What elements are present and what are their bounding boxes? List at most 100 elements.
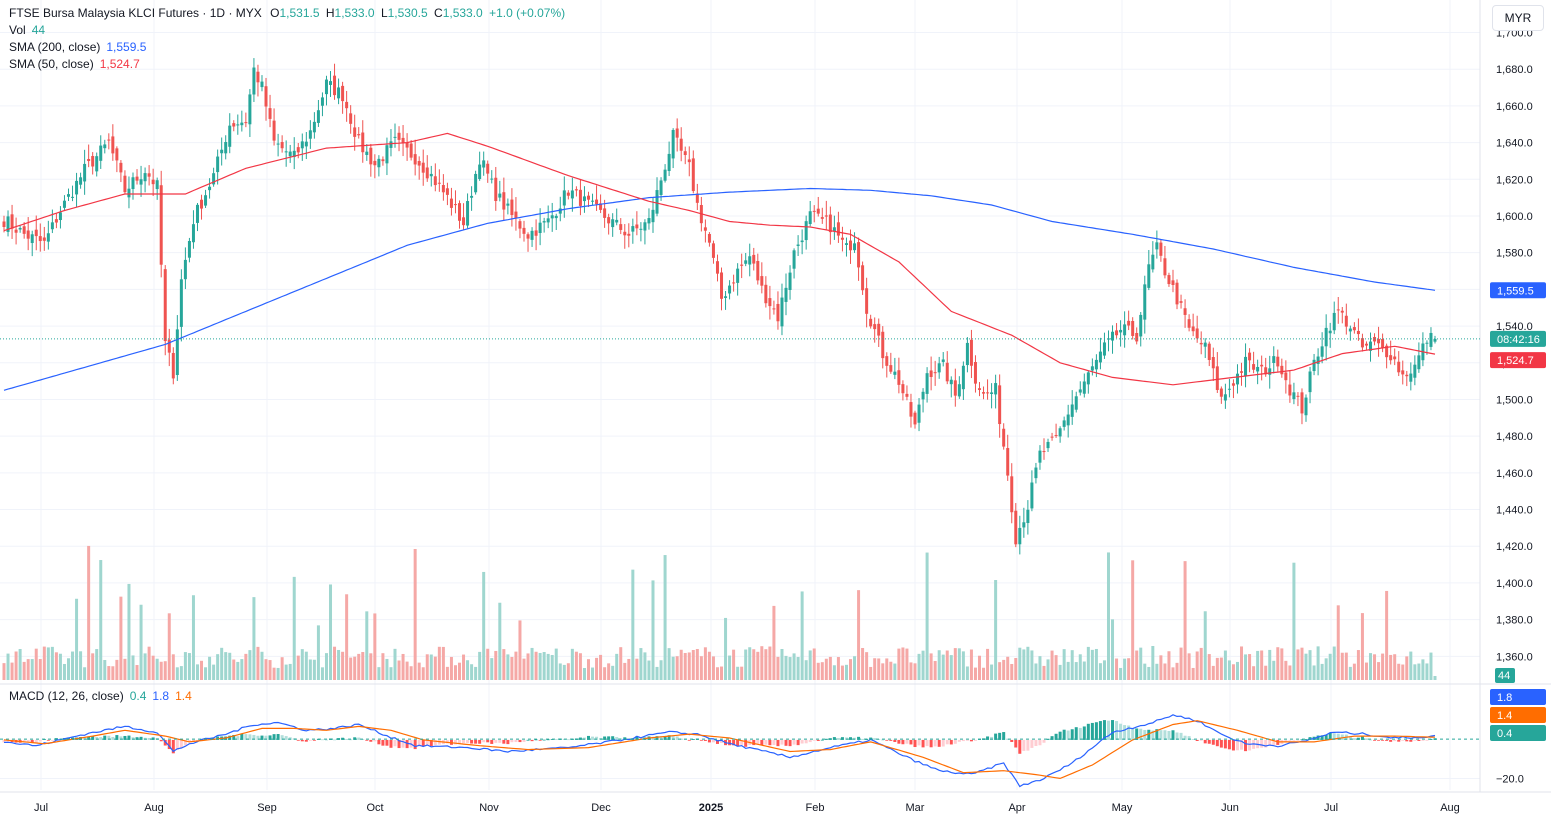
candle-body bbox=[861, 265, 865, 291]
volume-bar bbox=[248, 650, 252, 680]
volume-bar bbox=[853, 656, 857, 680]
currency-button[interactable]: MYR bbox=[1492, 5, 1544, 31]
volume-bar bbox=[788, 657, 792, 680]
volume-bar bbox=[724, 617, 728, 680]
candle-body bbox=[151, 179, 155, 185]
candle-body bbox=[1070, 404, 1074, 417]
candle-body bbox=[248, 94, 252, 125]
candle-body bbox=[643, 222, 647, 231]
sma50-legend[interactable]: SMA (50, close) 1,524.7 bbox=[9, 56, 140, 73]
candle-body bbox=[1284, 372, 1288, 381]
volume-bar bbox=[167, 613, 171, 680]
macd-hist-bar bbox=[264, 735, 268, 740]
candle-body bbox=[244, 122, 248, 124]
candle-body bbox=[631, 226, 635, 232]
volume-bar bbox=[1026, 646, 1030, 680]
volume-bar bbox=[1139, 647, 1143, 680]
macd-hist-bar bbox=[1393, 739, 1397, 742]
volume-bar bbox=[534, 651, 538, 680]
candle-body bbox=[901, 384, 905, 394]
candle-body bbox=[220, 149, 224, 154]
volume-bar bbox=[574, 651, 578, 680]
sma50-legend-label: SMA (50, close) bbox=[9, 57, 94, 71]
interval-label[interactable]: 1D bbox=[209, 6, 226, 20]
candle-body bbox=[1119, 329, 1123, 333]
volume-bar bbox=[586, 659, 590, 680]
macd-hist-bar bbox=[965, 739, 969, 741]
macd-hist-bar bbox=[1066, 730, 1070, 740]
candle-body bbox=[990, 392, 994, 394]
volume-bar bbox=[1385, 590, 1389, 680]
volume-bar bbox=[75, 598, 79, 680]
candle-body bbox=[873, 324, 877, 330]
volume-bar bbox=[204, 667, 208, 680]
volume-bar bbox=[312, 659, 316, 680]
macd-hist-bar bbox=[764, 739, 768, 745]
macd-hist-bar bbox=[937, 739, 941, 747]
volume-bar bbox=[498, 602, 502, 680]
macd-hist-bar bbox=[1038, 739, 1042, 746]
volume-bar bbox=[1421, 659, 1425, 680]
candle-body bbox=[195, 204, 199, 223]
macd-hist-bar bbox=[99, 737, 103, 740]
candle-body bbox=[812, 210, 816, 212]
volume-bar bbox=[510, 656, 514, 680]
macd-hist-bar bbox=[530, 739, 534, 742]
candle-body bbox=[1312, 359, 1316, 372]
macd-hist-bar bbox=[147, 737, 151, 740]
macd-hist-bar bbox=[1373, 739, 1377, 741]
candle-body bbox=[877, 323, 881, 336]
volume-bar bbox=[1328, 653, 1332, 680]
volume-bar bbox=[1288, 665, 1292, 680]
macd-legend-label: MACD (12, 26, close) bbox=[9, 689, 124, 703]
candle-body bbox=[591, 200, 595, 202]
volume-bar bbox=[965, 666, 969, 680]
macd-hist-bar bbox=[482, 739, 486, 743]
candle-body bbox=[724, 296, 728, 298]
candle-body bbox=[574, 189, 578, 191]
volume-bar bbox=[707, 651, 711, 680]
price-tick-label: 1,660.0 bbox=[1496, 101, 1533, 113]
candle-body bbox=[1227, 388, 1231, 390]
time-tick-label: Apr bbox=[1008, 802, 1025, 814]
candle-body bbox=[913, 412, 917, 425]
candle-body bbox=[1102, 342, 1106, 356]
volume-bar bbox=[591, 667, 595, 680]
volume-bar bbox=[828, 656, 832, 680]
macd-hist-bar bbox=[941, 739, 945, 747]
volume-bars bbox=[2, 545, 1437, 680]
macd-hist-bar bbox=[873, 738, 877, 740]
candle-body bbox=[292, 150, 296, 158]
volume-bar bbox=[897, 648, 901, 680]
candle-body bbox=[115, 148, 119, 161]
macd-hist-bar bbox=[1062, 729, 1066, 740]
candle-body bbox=[844, 243, 848, 245]
macd-hist-bar bbox=[252, 734, 256, 740]
volume-legend[interactable]: Vol 44 bbox=[9, 22, 45, 39]
symbol-name[interactable]: FTSE Bursa Malaysia KLCI Futures bbox=[9, 6, 200, 20]
candle-body bbox=[1151, 254, 1155, 270]
macd-hist-bar bbox=[1179, 732, 1183, 740]
macd-hist-bar bbox=[333, 739, 337, 741]
macd-hist-bar bbox=[91, 736, 95, 740]
candle-body bbox=[458, 203, 462, 221]
sma200-legend-value: 1,559.5 bbox=[106, 40, 147, 54]
candle-body bbox=[1050, 436, 1054, 438]
candle-body bbox=[788, 272, 792, 290]
macd-hist-bar bbox=[1272, 739, 1276, 745]
candle-body bbox=[62, 200, 66, 208]
macd-hist-bar bbox=[453, 739, 457, 745]
volume-bar bbox=[252, 597, 256, 680]
volume-bar bbox=[1256, 650, 1260, 680]
candle-body bbox=[494, 177, 498, 202]
sma200-legend[interactable]: SMA (200, close) 1,559.5 bbox=[9, 39, 146, 56]
macd-hist-bar bbox=[1195, 739, 1199, 741]
candle-body bbox=[1086, 372, 1090, 385]
macd-legend[interactable]: MACD (12, 26, close) 0.4 1.8 1.4 bbox=[9, 688, 192, 705]
candle-body bbox=[175, 329, 179, 376]
macd-hist-bar bbox=[377, 739, 381, 745]
volume-bar bbox=[453, 665, 457, 680]
price-tick-label: 1,440.0 bbox=[1496, 505, 1533, 517]
